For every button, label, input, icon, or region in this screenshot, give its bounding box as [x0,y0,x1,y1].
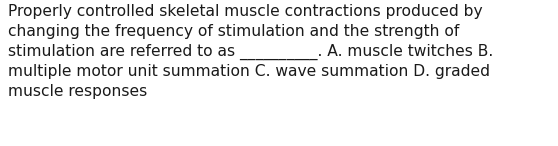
Text: Properly controlled skeletal muscle contractions produced by
changing the freque: Properly controlled skeletal muscle cont… [8,4,494,99]
